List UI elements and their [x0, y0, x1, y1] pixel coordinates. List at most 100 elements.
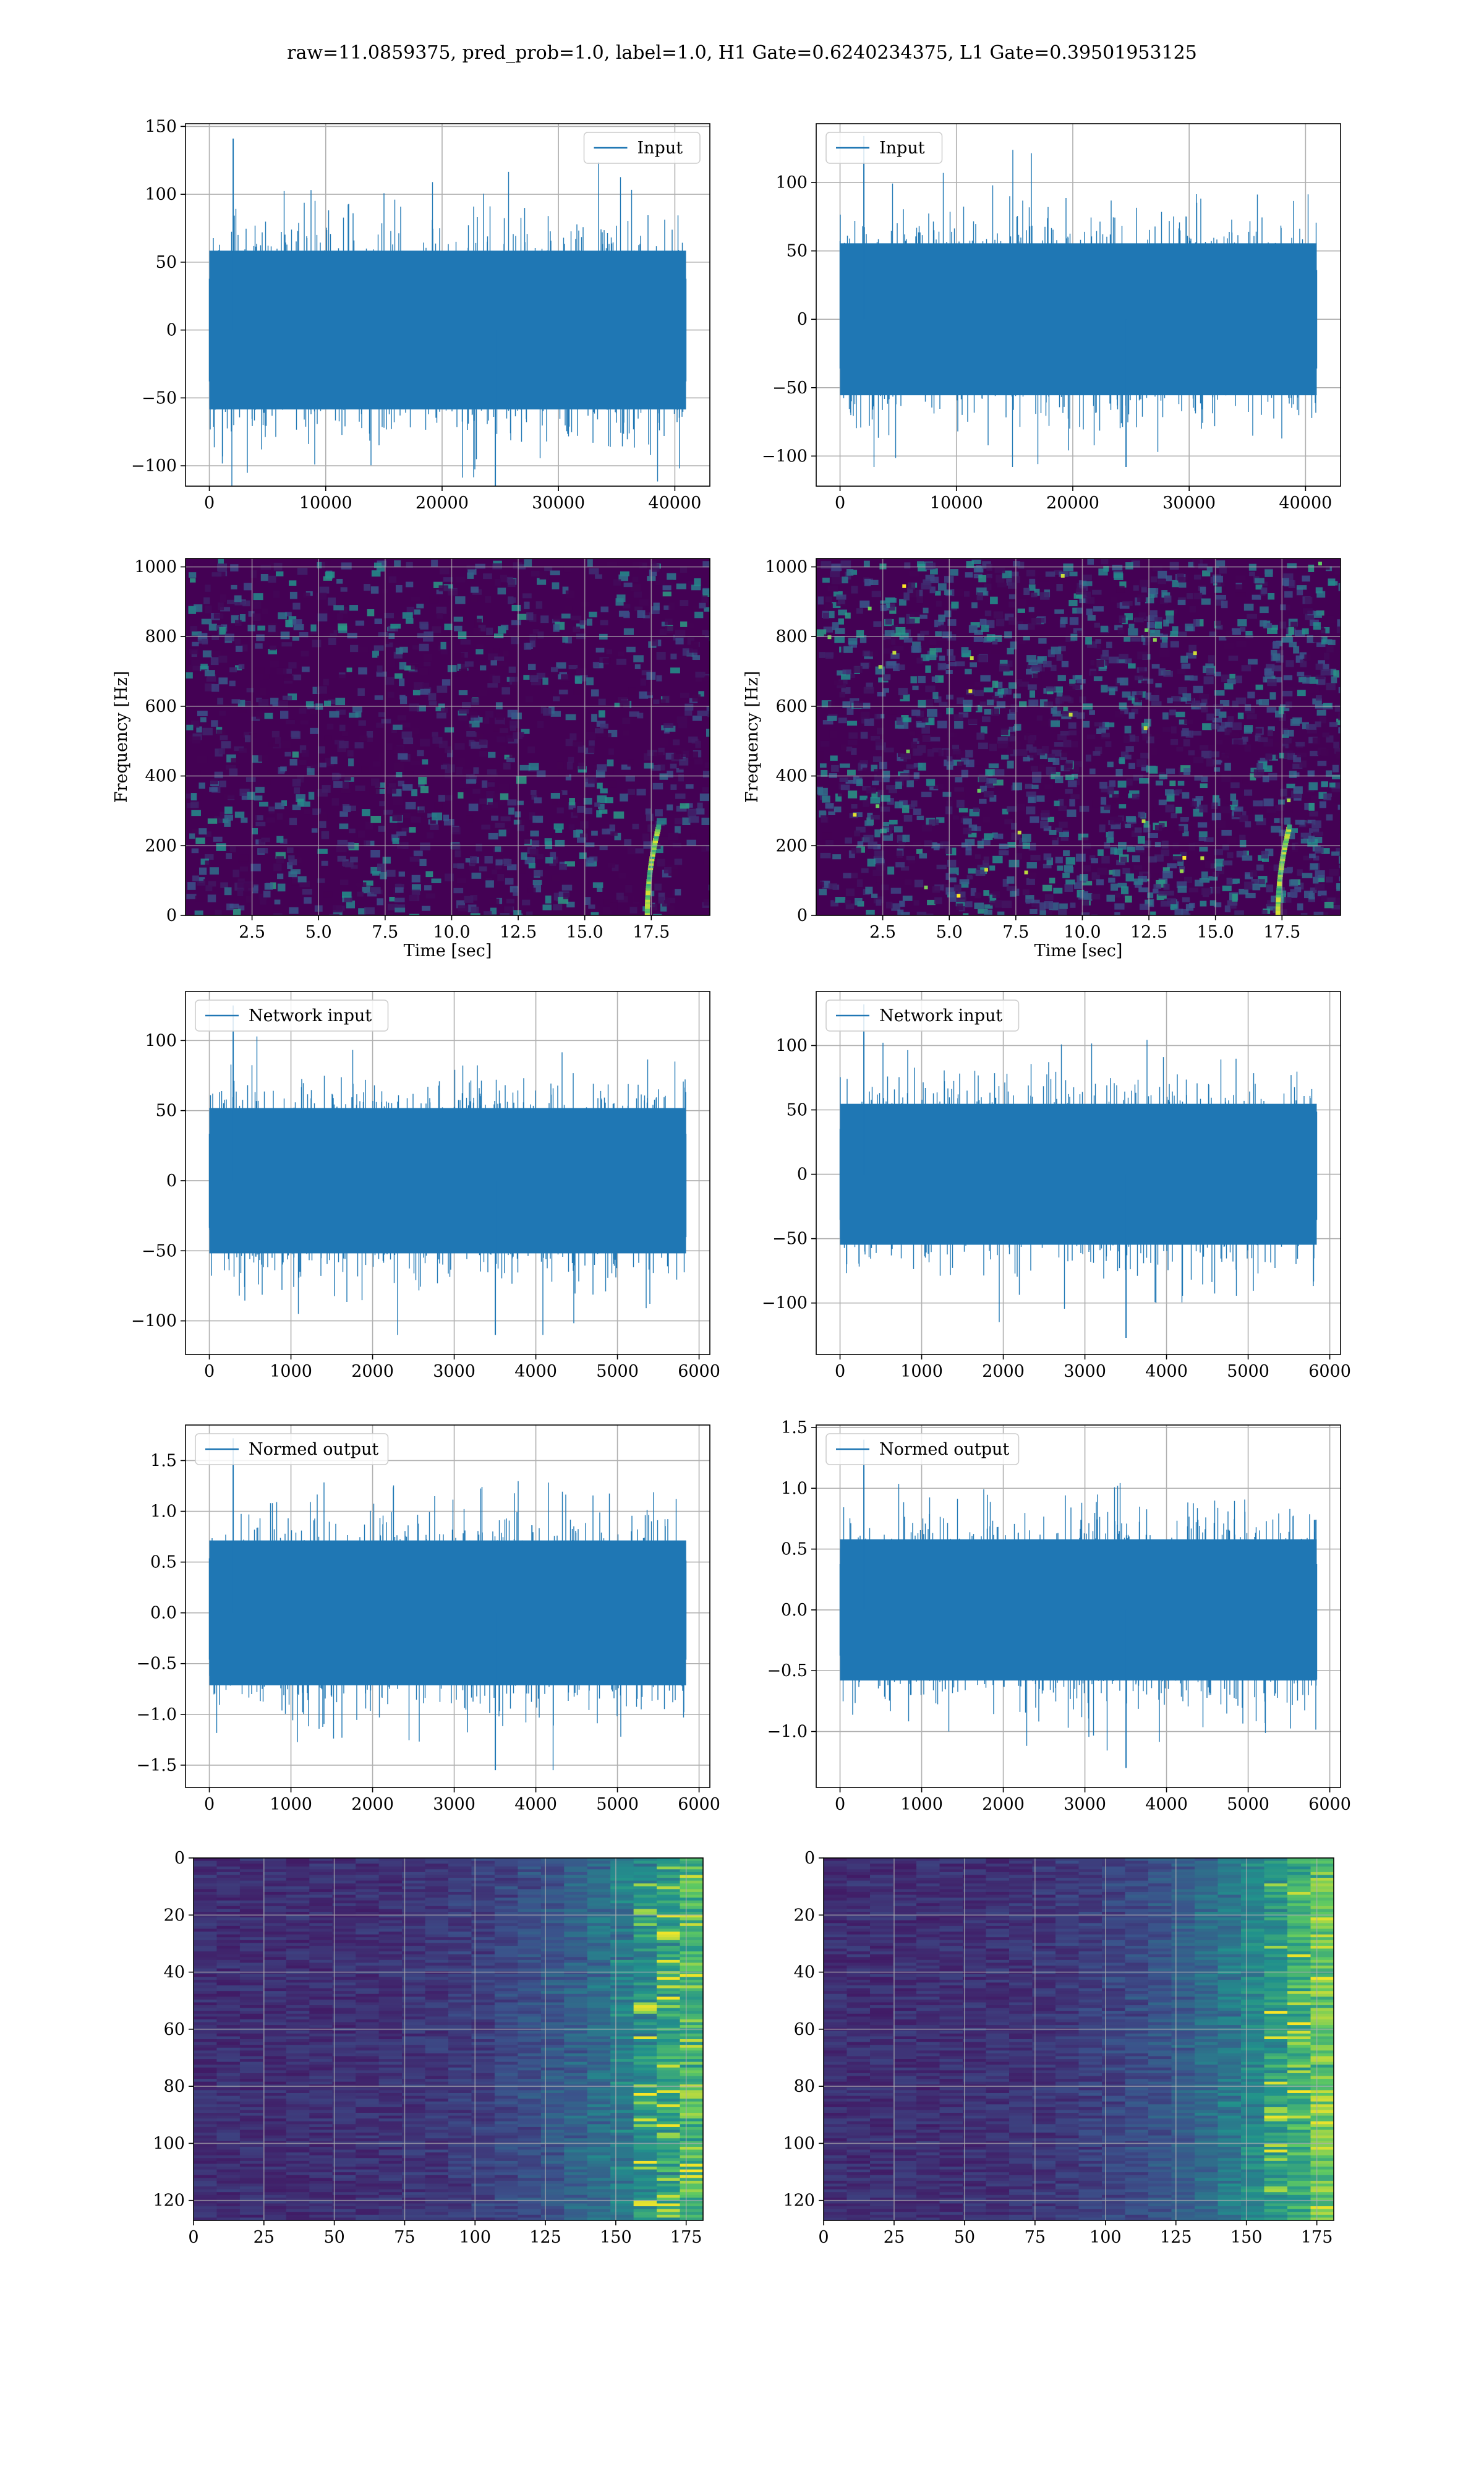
heatmap-cell [286, 1965, 310, 1969]
heatmap-cell [564, 1965, 588, 1969]
heatmap-cell [346, 901, 356, 909]
heatmap-cell [587, 1979, 612, 1984]
heatmap-cell [194, 1886, 218, 1890]
heatmap-cell [1119, 581, 1127, 588]
heatmap-cell [898, 841, 905, 849]
heatmap-cell [885, 639, 892, 647]
heatmap-cell [932, 886, 940, 893]
heatmap-cell [1264, 623, 1273, 628]
heatmap-cell [239, 1923, 264, 1927]
heatmap-cell [453, 863, 463, 868]
heatmap-cell [356, 1878, 380, 1881]
heatmap-cell [999, 659, 1008, 666]
heatmap-cell [260, 688, 267, 696]
heatmap-cell [842, 576, 848, 584]
heatmap-cell [903, 769, 910, 775]
heatmap-cell [432, 737, 443, 744]
heatmap-cell [278, 700, 289, 708]
heatmap-cell [194, 1963, 218, 1966]
heatmap-cell [935, 591, 941, 596]
heatmap-cell [656, 675, 662, 682]
heatmap-cell [564, 1997, 588, 2000]
heatmap-cell [1114, 711, 1125, 718]
heatmap-cell [823, 627, 834, 633]
heatmap-cell [1049, 829, 1057, 835]
heatmap-cell [500, 912, 510, 915]
heatmap-cell [587, 1991, 612, 1995]
heatmap-cell [309, 1997, 333, 2000]
heatmap-cell [1154, 621, 1162, 629]
heatmap-cell [1143, 616, 1153, 621]
heatmap-cell [425, 871, 433, 878]
heatmap-cell [471, 1864, 495, 1867]
heatmap-cell [518, 1889, 542, 1893]
heatmap-cell [911, 645, 922, 653]
heatmap-cell [938, 625, 947, 631]
heatmap-cell [425, 1872, 449, 1876]
heatmap-cell [518, 1883, 542, 1887]
heatmap-cell [258, 699, 269, 706]
heatmap-hotspot [1182, 855, 1187, 860]
heatmap-cell [425, 1911, 449, 1915]
heatmap-cell [1284, 800, 1293, 806]
heatmap-cell [1217, 580, 1225, 587]
heatmap-cell [321, 831, 330, 839]
heatmap-cell [494, 1928, 519, 1932]
heatmap-cell [402, 2005, 426, 2009]
heatmap-cell [448, 1999, 472, 2003]
heatmap-cell [448, 1866, 472, 1870]
heatmap-cell [1140, 580, 1151, 588]
heatmap-cell [386, 743, 393, 751]
heatmap-cell [304, 897, 312, 904]
heatmap-cell [239, 1858, 264, 1862]
heatmap-cell [1329, 782, 1336, 788]
heatmap-cell [627, 759, 634, 767]
heatmap-cell [692, 715, 702, 721]
heatmap-cell [494, 1923, 519, 1927]
heatmap-cell [194, 2002, 218, 2006]
heatmap-cell [367, 892, 377, 897]
heatmap-cell [600, 606, 609, 612]
heatmap-cell [610, 1906, 634, 1910]
heatmap-cell [680, 1985, 703, 1989]
heatmap-cell [239, 1968, 264, 1972]
heatmap-cell [287, 862, 293, 870]
heatmap-cell [238, 905, 245, 911]
heatmap-cell [378, 1928, 403, 1932]
heatmap-cell [235, 645, 243, 652]
heatmap-cell [312, 687, 320, 694]
heatmap-cell [633, 1925, 658, 1930]
heatmap-cell [1058, 646, 1066, 652]
heatmap-cell [513, 910, 522, 915]
heatmap-cell [999, 850, 1009, 855]
heatmap-cell [1068, 730, 1077, 735]
y-tick-label: 50 [156, 253, 177, 272]
heatmap-cell [834, 636, 845, 643]
heatmap-cell [1176, 747, 1183, 752]
heatmap-cell [999, 664, 1010, 672]
heatmap-cell [516, 776, 527, 784]
heatmap-cell [610, 1943, 634, 1946]
heatmap-cell [540, 1997, 565, 2000]
heatmap-cell [903, 592, 910, 601]
heatmap-cell [448, 1917, 472, 1921]
heatmap-cell [239, 1880, 264, 1884]
heatmap-cell [280, 838, 288, 844]
heatmap-cell [1170, 738, 1179, 745]
heatmap-cell [564, 1968, 588, 1972]
heatmap-cell [657, 1934, 681, 1938]
heatmap-cell [471, 1860, 495, 1864]
heatmap-cell [1052, 837, 1059, 845]
heatmap-cell [945, 847, 952, 855]
heatmap-cell [1056, 691, 1063, 697]
heatmap-cell [286, 2008, 310, 2011]
heatmap-cell [983, 860, 989, 868]
heatmap-cell [263, 1997, 287, 2000]
heatmap-cell [1274, 805, 1285, 811]
heatmap-cell [425, 1903, 449, 1907]
heatmap-cell [564, 1999, 588, 2003]
heatmap-cell [494, 1886, 519, 1890]
heatmap-cell [603, 899, 613, 906]
heatmap-cell [1097, 849, 1104, 856]
heatmap-cell [394, 746, 404, 755]
